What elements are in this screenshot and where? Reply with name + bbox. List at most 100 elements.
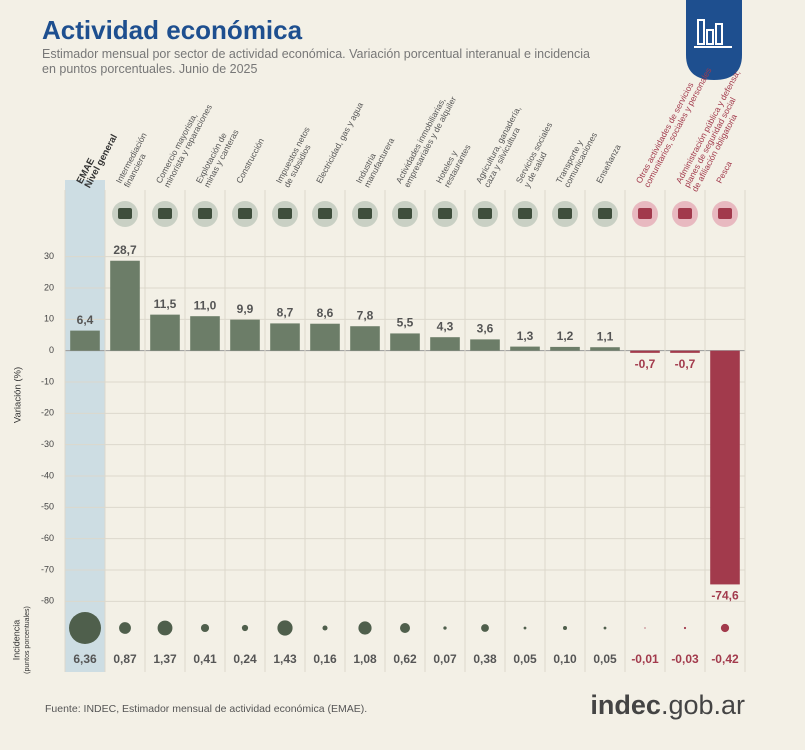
logo: indec.gob.ar xyxy=(590,690,745,720)
value-label: 8,6 xyxy=(317,306,334,320)
incidence-label: -0,01 xyxy=(631,652,659,666)
bar xyxy=(590,347,620,351)
sector-icon-glyph xyxy=(118,208,132,219)
incidence-label: 0,38 xyxy=(473,652,497,666)
incidence-label: 0,07 xyxy=(433,652,457,666)
incidence-bubble xyxy=(644,627,646,629)
incidence-label: 1,43 xyxy=(273,652,297,666)
incidence-bubble xyxy=(683,626,687,630)
bar xyxy=(110,260,140,351)
value-label: -74,6 xyxy=(711,589,739,603)
bar xyxy=(150,314,180,351)
incidence-bubble xyxy=(400,623,410,633)
bar xyxy=(190,316,220,351)
value-label: 1,1 xyxy=(597,329,614,343)
sector-icon-glyph xyxy=(398,208,412,219)
value-label: 11,0 xyxy=(194,298,217,312)
y-tick-label: 0 xyxy=(49,345,54,355)
value-label: 3,6 xyxy=(477,322,494,336)
value-label: 1,3 xyxy=(517,329,534,343)
incidence-label: 0,16 xyxy=(313,652,337,666)
bar xyxy=(390,333,420,351)
sector-icon-glyph xyxy=(678,208,692,219)
incidence-subtitle: (puntos porcentuales) xyxy=(24,606,31,674)
incidence-label: -0,03 xyxy=(671,652,699,666)
bar xyxy=(310,323,340,351)
y-tick-label: -20 xyxy=(41,408,54,418)
bar xyxy=(350,326,380,351)
incidence-label: 0,05 xyxy=(513,652,537,666)
bar xyxy=(510,346,540,351)
sector-icon-glyph xyxy=(638,208,652,219)
incidence-bubble xyxy=(358,621,372,635)
incidence-label: 0,10 xyxy=(553,652,577,666)
y-tick-label: 30 xyxy=(44,251,54,261)
value-label: 1,2 xyxy=(557,329,574,343)
value-label: -0,7 xyxy=(675,357,696,371)
value-label: 5,5 xyxy=(397,316,414,330)
y-tick-label: -30 xyxy=(41,439,54,449)
sector-icon-glyph xyxy=(238,208,252,219)
incidence-label: 6,36 xyxy=(73,652,97,666)
incidence-label: 0,62 xyxy=(393,652,417,666)
sector-icon-glyph xyxy=(438,208,452,219)
y-tick-label: -60 xyxy=(41,533,54,543)
y-tick-label: -70 xyxy=(41,564,54,574)
incidence-label: 0,24 xyxy=(233,652,257,666)
y-tick-label: -80 xyxy=(41,596,54,606)
sector-icon-glyph xyxy=(158,208,172,219)
incidence-bubble xyxy=(119,622,131,634)
incidence-bubble xyxy=(481,624,489,632)
incidence-bubble xyxy=(241,624,249,632)
y-axis-label: Variación (%) xyxy=(13,367,24,423)
sector-icon-glyph xyxy=(278,208,292,219)
value-label: 6,4 xyxy=(77,313,94,327)
sector-icon-glyph xyxy=(318,208,332,219)
incidence-bubble xyxy=(603,626,607,630)
sector-icon-glyph xyxy=(198,208,212,219)
incidence-bubble xyxy=(69,612,101,644)
sector-icon-glyph xyxy=(598,208,612,219)
value-label: 11,5 xyxy=(154,297,177,311)
bar xyxy=(430,337,460,351)
bar xyxy=(670,350,700,353)
bar xyxy=(230,319,260,351)
incidence-bubble xyxy=(322,625,328,631)
bar xyxy=(470,339,500,351)
badge-icon xyxy=(694,19,732,48)
logo-domain: .gob.ar xyxy=(661,690,745,720)
incidence-bubble xyxy=(157,620,173,636)
title: Actividad económica xyxy=(42,15,303,45)
highlight-column xyxy=(65,180,105,672)
logo-name: indec xyxy=(590,690,661,720)
bar xyxy=(550,346,580,351)
value-label: 9,9 xyxy=(237,302,254,316)
incidence-label: 0,05 xyxy=(593,652,617,666)
y-tick-label: -50 xyxy=(41,502,54,512)
bar xyxy=(270,323,300,351)
incidence-label: -0,42 xyxy=(711,652,739,666)
incidence-bubble xyxy=(200,623,210,633)
value-label: 28,7 xyxy=(113,243,137,257)
bar xyxy=(630,350,660,353)
incidence-bubble xyxy=(720,623,730,633)
sector-icon-glyph xyxy=(518,208,532,219)
y-tick-label: 20 xyxy=(44,282,54,292)
y-tick-label: -40 xyxy=(41,470,54,480)
bar xyxy=(70,330,100,351)
value-label: -0,7 xyxy=(635,357,656,371)
incidence-bubble xyxy=(523,626,527,630)
incidence-label: 1,37 xyxy=(153,652,177,666)
sector-icon-glyph xyxy=(358,208,372,219)
value-label: 8,7 xyxy=(277,306,294,320)
incidence-bubble xyxy=(562,625,568,631)
sector-icon-glyph xyxy=(558,208,572,219)
incidence-label: 0,87 xyxy=(113,652,137,666)
y-tick-label: 10 xyxy=(44,314,54,324)
value-label: 4,3 xyxy=(437,319,454,333)
incidence-bubble xyxy=(443,626,447,630)
sector-icon-glyph xyxy=(478,208,492,219)
incidence-bubble xyxy=(277,620,293,636)
value-label: 7,8 xyxy=(357,308,374,322)
